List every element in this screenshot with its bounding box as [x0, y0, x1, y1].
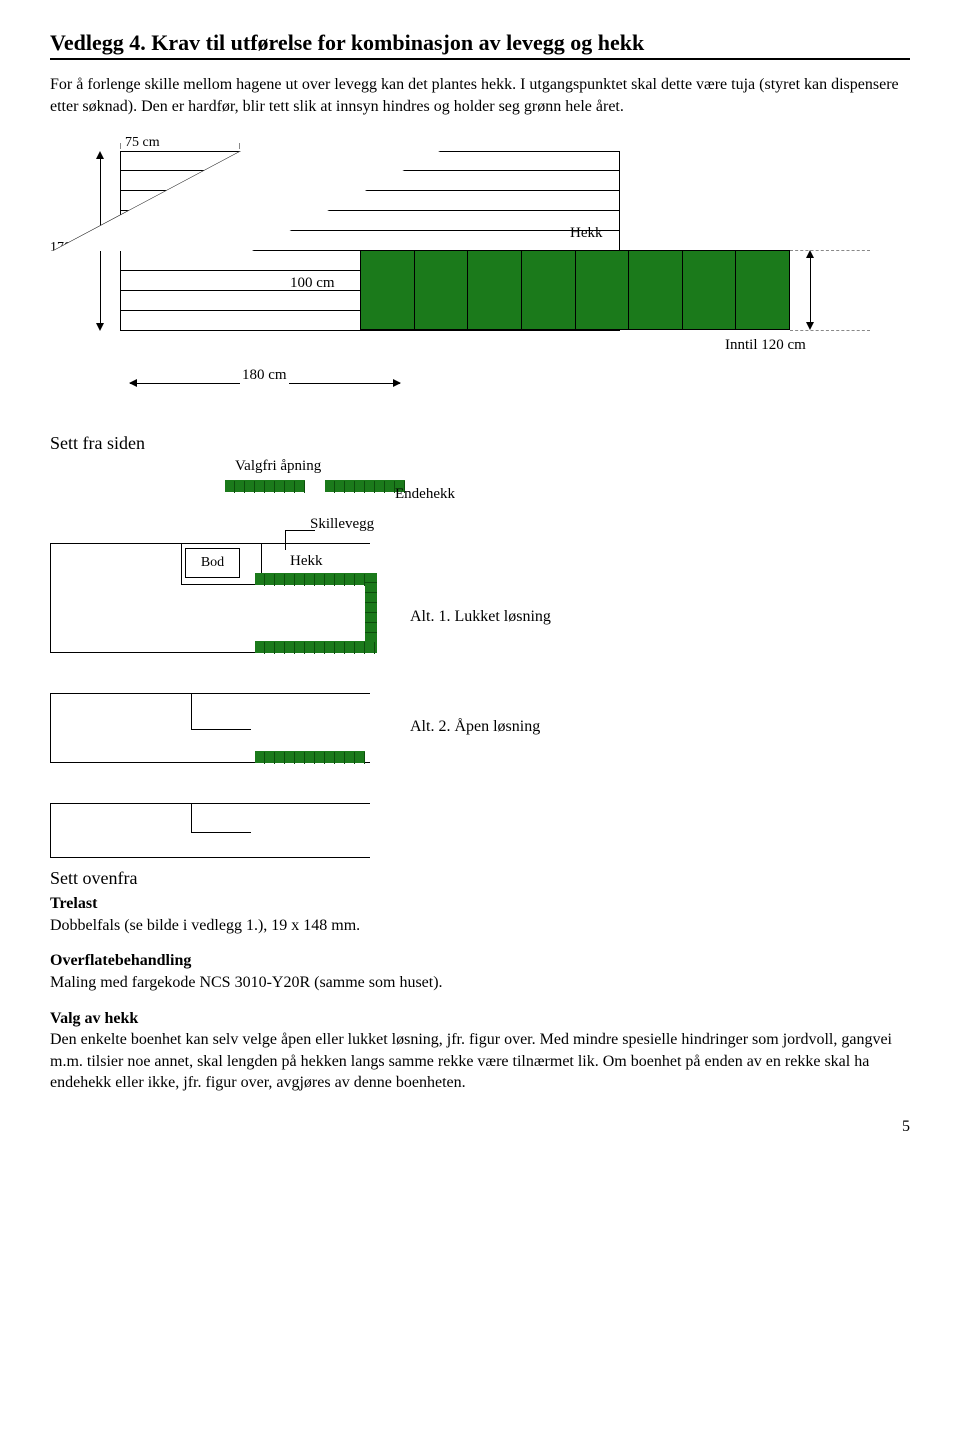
section-top-heading: Sett ovenfra	[50, 868, 910, 889]
hekk-label: Hekk	[570, 225, 603, 242]
alt-2-label: Alt. 2. Åpen løsning	[410, 718, 540, 736]
dim-170-label: 170 cm	[50, 240, 92, 256]
dim-100-label: 100 cm	[290, 275, 335, 292]
alt-1-label: Alt. 1. Lukket løsning	[410, 608, 551, 626]
dim-75-label: 75 cm	[125, 135, 160, 151]
plot1-hedge-bottom	[255, 641, 377, 653]
overflate-heading: Overflatebehandling	[50, 952, 191, 969]
top-view-diagram: Valgfri åpning Endehekk Skillevegg Bod H…	[50, 458, 570, 858]
side-view-diagram: 75 cm 170 cm Hekk 100 cm Inntil 120 cm	[50, 145, 910, 355]
plot1-hedge-top	[255, 573, 365, 585]
bod-box: Bod	[185, 548, 240, 578]
hekk-label-2: Hekk	[290, 553, 323, 570]
valg-block: Valg av hekk Den enkelte boenhet kan sel…	[50, 1008, 910, 1094]
intro-paragraph: For å forlenge skille mellom hagene ut o…	[50, 74, 910, 117]
dim-120-label: Inntil 120 cm	[725, 337, 806, 354]
plot-3-outline	[50, 803, 370, 858]
hedge-strip-left	[225, 480, 305, 492]
dash-line-top	[790, 250, 870, 251]
dim-180: 180 cm	[110, 373, 910, 413]
overflate-body: Maling med fargekode NCS 3010-Y20R (samm…	[50, 974, 443, 991]
dash-line-bottom	[790, 330, 870, 331]
plot2-hedge-bottom	[255, 751, 365, 763]
valg-body: Den enkelte boenhet kan selv velge åpen …	[50, 1031, 892, 1091]
skillevegg-label: Skillevegg	[310, 516, 374, 533]
section-side-heading: Sett fra siden	[50, 433, 910, 454]
hedge-side	[360, 250, 790, 330]
overflate-block: Overflatebehandling Maling med fargekode…	[50, 950, 910, 993]
page-number: 5	[50, 1118, 910, 1136]
trelast-body: Dobbelfals (se bilde i vedlegg 1.), 19 x…	[50, 917, 360, 934]
trelast-heading: Trelast	[50, 895, 97, 912]
page-title: Vedlegg 4. Krav til utførelse for kombin…	[50, 30, 910, 60]
dim-180-label: 180 cm	[240, 367, 289, 384]
valg-heading: Valg av hekk	[50, 1010, 138, 1027]
hedge-strip-right	[325, 480, 405, 492]
endehekk-label: Endehekk	[395, 486, 455, 503]
trelast-block: Trelast Dobbelfals (se bilde i vedlegg 1…	[50, 893, 910, 936]
valgfri-label: Valgfri åpning	[235, 458, 321, 475]
